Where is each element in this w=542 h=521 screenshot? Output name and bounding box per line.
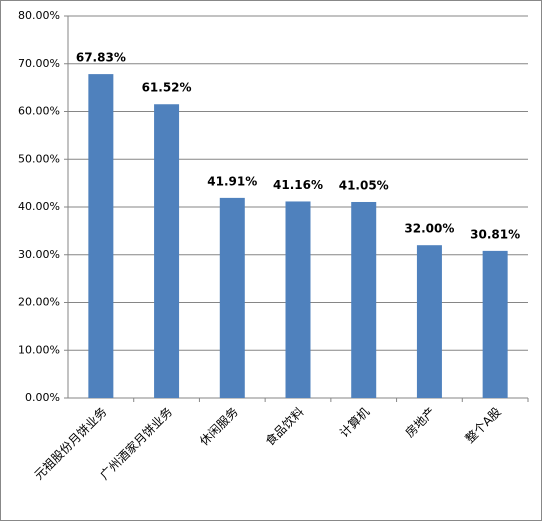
bar	[416, 245, 442, 398]
y-tick-label: 50.00%	[18, 152, 60, 165]
y-tick-label: 40.00%	[18, 200, 60, 213]
bar	[154, 104, 180, 398]
value-label: 61.52%	[142, 81, 192, 95]
value-label: 41.91%	[207, 174, 257, 188]
y-tick-label: 70.00%	[18, 57, 60, 70]
value-label: 41.05%	[339, 178, 389, 192]
bar	[88, 74, 114, 398]
bar	[351, 201, 377, 398]
y-tick-label: 20.00%	[18, 296, 60, 309]
value-label: 67.83%	[76, 51, 126, 65]
value-label: 30.81%	[470, 227, 520, 241]
y-tick-label: 30.00%	[18, 248, 60, 261]
bar	[285, 201, 311, 398]
y-tick-label: 0.00%	[25, 391, 60, 404]
y-tick-label: 80.00%	[18, 9, 60, 22]
value-label: 41.16%	[273, 178, 323, 192]
y-tick-label: 60.00%	[18, 105, 60, 118]
y-tick-label: 10.00%	[18, 343, 60, 356]
bar	[482, 250, 508, 398]
value-label: 32.00%	[404, 222, 454, 236]
bar	[219, 197, 245, 398]
